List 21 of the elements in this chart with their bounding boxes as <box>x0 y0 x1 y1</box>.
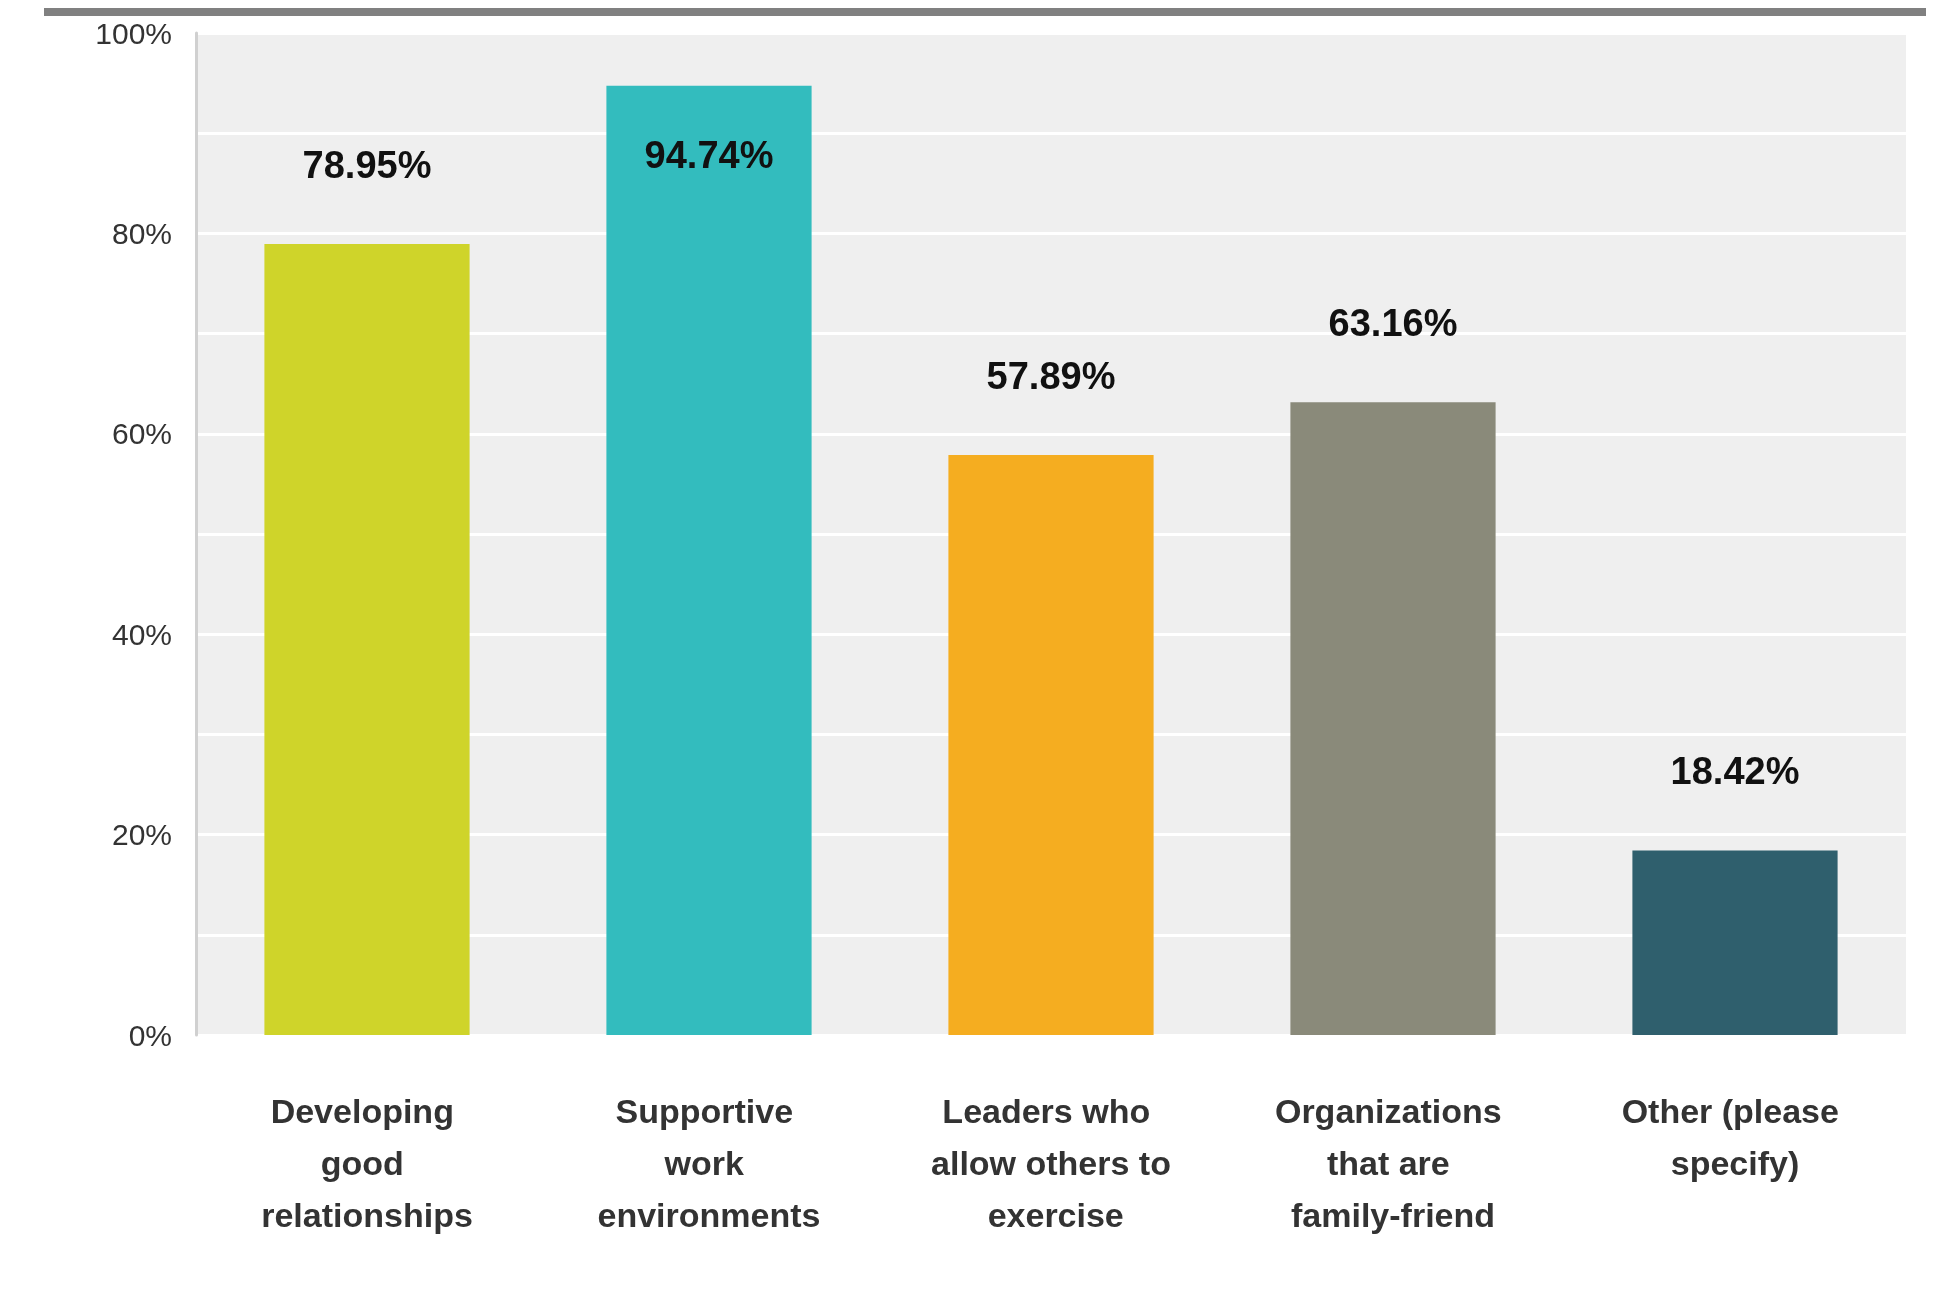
bar <box>264 243 470 1035</box>
bar <box>1290 402 1496 1035</box>
bar <box>948 454 1154 1035</box>
y-tick-label: 0% <box>128 1018 172 1052</box>
x-tick-label: Developing good relationships <box>261 1092 473 1234</box>
x-tick-label: Leaders who allow others to exercise <box>931 1092 1171 1234</box>
x-tick-label: Supportive work environments <box>597 1092 821 1234</box>
data-label: 57.89% <box>986 354 1116 397</box>
y-tick-label: 100% <box>95 16 172 50</box>
y-tick-label: 40% <box>111 617 172 651</box>
data-label: 78.95% <box>302 143 432 186</box>
bar <box>606 85 812 1035</box>
y-tick-label: 60% <box>111 417 172 451</box>
y-tick-label: 80% <box>111 216 172 250</box>
data-label: 63.16% <box>1328 302 1458 345</box>
x-tick-label: Organizations that are family-friend <box>1274 1092 1512 1234</box>
data-label: 94.74% <box>644 133 774 176</box>
data-label: 18.42% <box>1670 750 1800 793</box>
y-tick-label: 20% <box>111 818 172 852</box>
bar <box>1632 850 1838 1035</box>
x-tick-label: Other (please specify) <box>1621 1092 1849 1182</box>
